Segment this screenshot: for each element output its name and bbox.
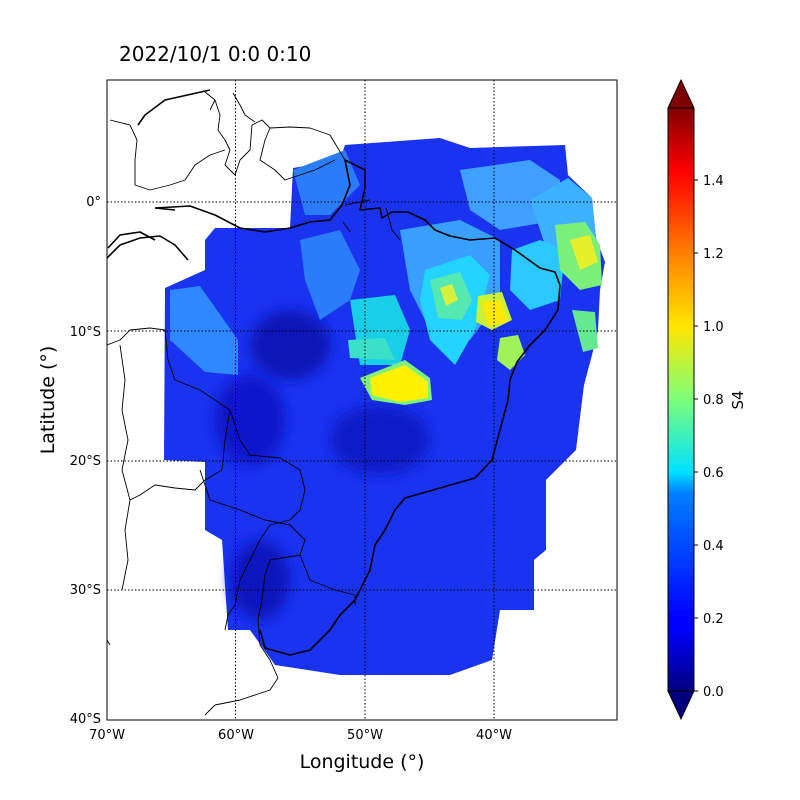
y-axis-label: Latitude (°) [37, 346, 59, 455]
colorbar-tick-label: 1.2 [703, 247, 724, 262]
s4-mid-region [293, 150, 360, 215]
y-tick-label: 0° [86, 195, 101, 210]
s4-peak-region [570, 235, 598, 270]
gridlines [107, 80, 617, 720]
colorbar-tick-label: 1.0 [703, 320, 724, 335]
south-america-coastline [154, 159, 561, 656]
border [204, 91, 336, 181]
colorbar-tick-label: 0.2 [703, 612, 724, 627]
colorbar-tick-label: 0.4 [703, 539, 724, 554]
north-coast [107, 89, 211, 261]
border [342, 199, 401, 241]
x-tick-label: 50°W [347, 728, 383, 743]
y-tick-label: 30°S [70, 583, 101, 598]
y-tick-label: 10°S [70, 325, 101, 340]
x-tick-label: 70°W [89, 728, 125, 743]
s4-peak-region [482, 300, 508, 326]
x-tick-labels: 70°W 60°W 50°W 40°W [89, 728, 512, 743]
colorbar-tick-labels: 0.0 0.2 0.4 0.6 0.8 1.0 1.2 1.4 [703, 174, 724, 700]
s4-low-region [215, 375, 285, 465]
colorbar-extend-bottom [667, 690, 695, 721]
colorbar-tick-label: 0.6 [703, 466, 724, 481]
colorbar-tick-label: 1.4 [703, 174, 724, 189]
colorbar: 0.0 0.2 0.4 0.6 0.8 1.0 1.2 1.4 S4 [667, 78, 747, 721]
colorbar-tick-label: 0.0 [703, 685, 724, 700]
colorbar-ticks [694, 179, 698, 692]
border [129, 409, 231, 501]
s4-high-region [348, 338, 395, 360]
y-tick-label: 20°S [70, 454, 101, 469]
colorbar-label: S4 [729, 390, 747, 409]
s4-peak-region [440, 284, 458, 306]
colorbar-gradient [667, 107, 695, 692]
border [269, 126, 346, 161]
s4-low-region [330, 405, 430, 475]
s4-high-region [572, 310, 598, 352]
x-tick-label: 60°W [218, 728, 254, 743]
coastlines [107, 89, 561, 656]
s4-low-region [250, 310, 330, 380]
x-tick-label: 40°W [476, 728, 512, 743]
colorbar-tick-label: 0.8 [703, 393, 724, 408]
border [107, 327, 166, 591]
map-title: 2022/10/1 0:0 0:10 [119, 42, 311, 66]
s4-mid-region [300, 230, 360, 320]
s4-low-region [230, 540, 290, 620]
s4-high-region [510, 240, 565, 310]
border [109, 92, 256, 191]
s4-mid-region [170, 286, 238, 375]
y-tick-label: 40°S [70, 712, 101, 727]
colorbar-extend-top [667, 78, 695, 109]
border [164, 329, 306, 631]
border [199, 469, 306, 716]
x-axis-label: Longitude (°) [300, 751, 425, 773]
y-tick-labels: 0° 10°S 20°S 30°S 40°S [70, 195, 101, 727]
map-frame [106, 79, 618, 721]
s4-peak-region [370, 365, 428, 402]
